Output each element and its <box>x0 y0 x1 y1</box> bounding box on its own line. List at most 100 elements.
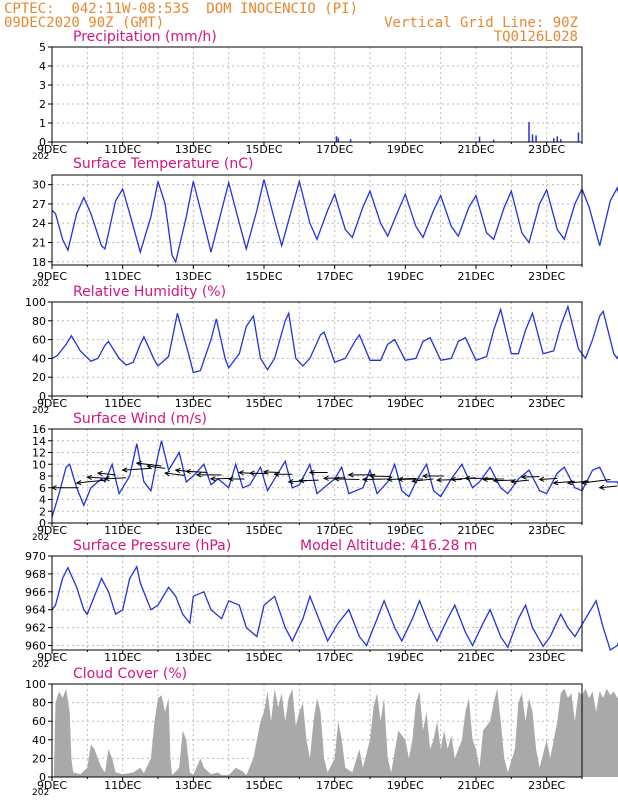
surface-wind-m-s-vector <box>362 478 388 481</box>
surface-wind-m-s-vector <box>521 476 540 478</box>
cloud-cover-ytick-label: 0 <box>39 771 46 784</box>
surface-wind-m-s-ytick-label: 8 <box>39 470 46 483</box>
surface-wind-m-s-vector-head <box>135 460 142 467</box>
precipitation-mm-h-year-label: 202 <box>32 152 49 162</box>
surface-pressure-hpa-title: Surface Pressure (hPa) <box>73 538 231 554</box>
surface-wind-m-s-vector <box>483 478 505 481</box>
surface-wind-m-s-vector <box>553 480 575 484</box>
surface-wind-m-s-vector <box>599 485 618 489</box>
surface-wind-m-s-vector-head <box>333 476 340 482</box>
surface-pressure-hpa-xtick-label: 19DEC <box>387 651 424 664</box>
precipitation-mm-h-ytick-label: 2 <box>39 98 46 111</box>
surface-wind-m-s-vector <box>299 479 319 482</box>
surface-temperature-nc-ytick-label: 24 <box>32 217 46 230</box>
precipitation-mm-h-ytick-label: 0 <box>39 136 46 149</box>
relative-humidity-ytick-label: 20 <box>32 371 46 384</box>
relative-humidity-xtick-label: 13DEC <box>175 397 212 410</box>
precipitation-mm-h-ytick-label: 4 <box>39 60 46 73</box>
surface-temperature-nc-ytick-label: 21 <box>32 237 46 250</box>
surface-temperature-nc-xtick-label: 15DEC <box>245 270 282 283</box>
surface-wind-m-s-vector-head <box>86 474 93 481</box>
surface-pressure-hpa-ytick-label: 966 <box>25 586 46 599</box>
relative-humidity-ytick-label: 80 <box>32 315 46 328</box>
surface-wind-m-s-vector <box>567 480 590 484</box>
cloud-cover-ytick-label: 20 <box>32 752 46 765</box>
surface-wind-m-s-xtick-label: 17DEC <box>316 524 353 537</box>
surface-wind-m-s-vector-head <box>121 467 128 473</box>
cloud-cover-xtick-label: 13DEC <box>175 779 212 792</box>
surface-wind-m-s-vector-head <box>185 468 192 475</box>
surface-wind-m-s-vector <box>387 477 416 481</box>
cloud-cover-year-label: 202 <box>32 788 49 798</box>
surface-temperature-nc-xtick-label: 23DEC <box>528 270 565 283</box>
precipitation-mm-h-title: Precipitation (mm/h) <box>73 29 217 45</box>
cloud-cover-frame <box>51 683 583 778</box>
surface-wind-m-s-vector-head <box>411 478 418 484</box>
surface-pressure-hpa-ytick-label: 960 <box>25 640 46 653</box>
surface-wind-m-s-vector-head <box>103 476 110 482</box>
surface-wind-m-s-vector-head <box>146 464 153 470</box>
surface-wind-m-s-ytick-label: 4 <box>39 494 46 507</box>
precipitation-mm-h-ytick-label: 3 <box>39 79 46 92</box>
precipitation-mm-h-xtick-label: 9DEC <box>37 143 67 156</box>
surface-pressure-hpa-xtick-label: 9DEC <box>37 651 67 664</box>
precipitation-mm-h-xtick-label: 17DEC <box>316 143 353 156</box>
surface-temperature-nc-frame <box>51 174 583 266</box>
surface-wind-m-s-vector-head <box>96 470 103 477</box>
surface-wind-m-s-vector-head <box>308 469 315 476</box>
surface-wind-m-s-vector <box>97 472 116 476</box>
surface-temperature-nc-title: Surface Temperature (nC) <box>73 156 254 172</box>
surface-wind-m-s-vector-head <box>298 477 305 484</box>
surface-wind-m-s-vector <box>437 479 462 481</box>
surface-pressure-hpa-year-label: 202 <box>32 660 49 670</box>
cloud-cover-xtick-label: 15DEC <box>245 779 282 792</box>
relative-humidity-xtick-label: 17DEC <box>316 397 353 410</box>
surface-wind-m-s-vector <box>334 478 360 481</box>
relative-humidity-xtick-label: 23DEC <box>528 397 565 410</box>
precipitation-mm-h-xtick-label: 11DEC <box>104 143 141 156</box>
relative-humidity-title: Relative Humidity (%) <box>73 284 226 300</box>
surface-wind-m-s-vector-head <box>361 476 368 483</box>
surface-wind-m-s-vector <box>511 479 530 483</box>
surface-wind-m-s-line <box>51 440 618 518</box>
cloud-cover-xtick-label: 21DEC <box>457 779 494 792</box>
surface-wind-m-s-vector <box>493 479 515 482</box>
cloud-cover-area <box>52 688 618 777</box>
surface-wind-m-s-vector-head <box>75 479 82 486</box>
surface-pressure-hpa-xtick-label: 23DEC <box>528 651 565 664</box>
surface-wind-m-s-xtick-label: 21DEC <box>457 524 494 537</box>
surface-temperature-nc-xtick-label: 13DEC <box>175 270 212 283</box>
model-altitude-label: Model Altitude: 416.28 m <box>300 538 477 554</box>
surface-wind-m-s-ytick-label: 0 <box>39 517 46 530</box>
surface-pressure-hpa-ytick-label: 964 <box>25 604 46 617</box>
surface-temperature-nc-xtick-label: 17DEC <box>316 270 353 283</box>
surface-wind-m-s-vector <box>136 462 162 467</box>
relative-humidity-ytick-label: 0 <box>39 390 46 403</box>
surface-wind-m-s-vector <box>122 467 151 471</box>
surface-wind-m-s-vector-head <box>174 467 181 474</box>
relative-humidity-ytick-label: 40 <box>32 352 46 365</box>
surface-pressure-hpa-xtick-label: 13DEC <box>175 651 212 664</box>
precipitation-mm-h-xtick-label: 19DEC <box>387 143 424 156</box>
surface-wind-m-s-vector <box>412 478 434 482</box>
surface-temperature-nc-xtick-label: 19DEC <box>387 270 424 283</box>
surface-pressure-hpa-xtick-label: 21DEC <box>457 651 494 664</box>
model-code: TQ0126L028 <box>493 29 578 45</box>
surface-wind-m-s-xtick-label: 13DEC <box>175 524 212 537</box>
surface-wind-m-s-xtick-label: 23DEC <box>528 524 565 537</box>
cloud-cover-ytick-label: 60 <box>32 715 46 728</box>
surface-wind-m-s-title: Surface Wind (m/s) <box>73 411 207 427</box>
surface-wind-m-s-vector-head <box>481 476 488 483</box>
surface-wind-m-s-vector <box>398 478 424 481</box>
cloud-cover-title: Cloud Cover (%) <box>73 666 187 682</box>
surface-wind-m-s-vector-head <box>238 470 245 476</box>
surface-temperature-nc-ytick-label: 18 <box>32 256 46 269</box>
surface-pressure-hpa-xtick-label: 15DEC <box>245 651 282 664</box>
surface-wind-m-s-vector <box>324 477 346 479</box>
surface-wind-m-s-vector-head <box>386 476 393 482</box>
surface-wind-m-s-vector-head <box>195 472 202 478</box>
precipitation-mm-h-xtick-label: 23DEC <box>528 143 565 156</box>
surface-wind-m-s-vector-head <box>598 484 605 490</box>
precipitation-mm-h-xtick-label: 13DEC <box>175 143 212 156</box>
